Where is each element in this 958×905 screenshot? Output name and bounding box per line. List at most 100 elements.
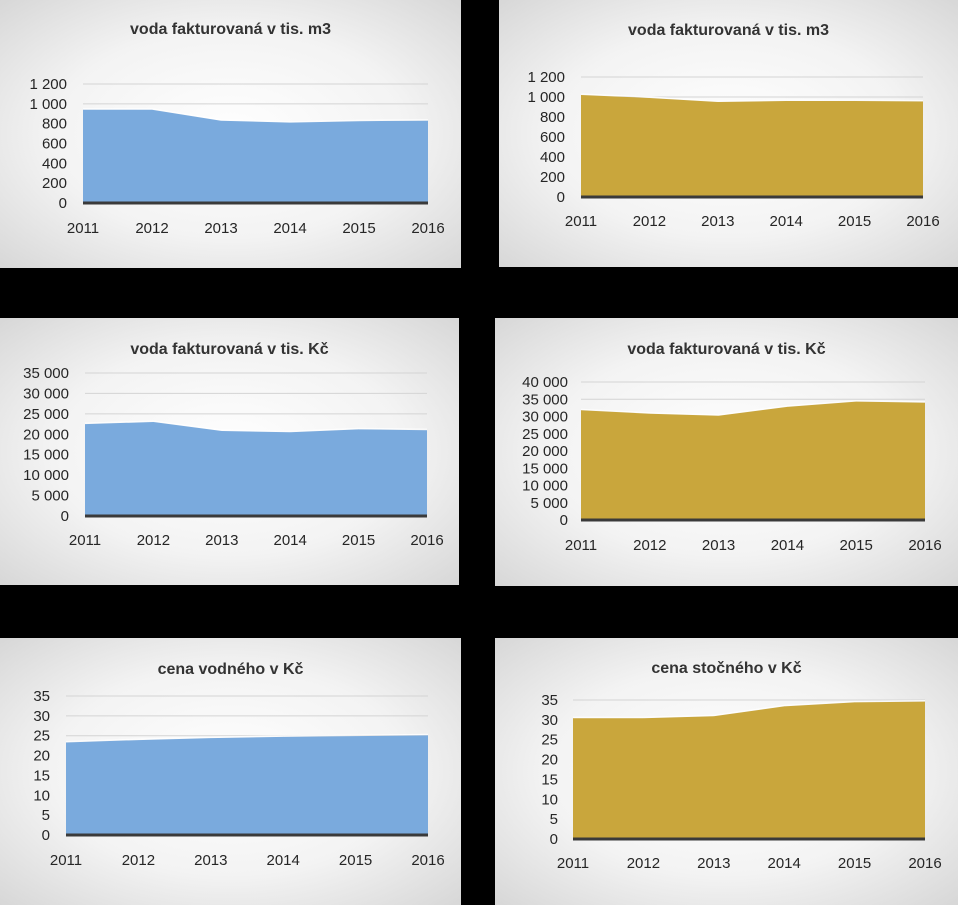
chart-title: voda fakturovaná v tis. m3 [628,22,829,39]
x-tick-label: 2016 [411,852,444,869]
y-tick-label: 15 [33,767,50,784]
chart-panel-6: cena stočného v Kč 0 5 10 15 20 25 30 35 2011 2012… [495,638,958,905]
x-tick-label: 2013 [204,220,237,237]
y-tick-label: 1 200 [527,69,565,86]
y-tick-label: 0 [42,827,50,844]
x-tick-label: 2013 [194,852,227,869]
x-tick-label: 2015 [838,213,871,230]
x-tick-label: 2013 [701,213,734,230]
x-tick-label: 2013 [702,537,735,554]
y-tick-label: 200 [42,175,67,192]
chart-svg-2: voda fakturovaná v tis. m3 0 200 400 600 800 1… [527,22,939,230]
area-edge [83,108,429,123]
y-tick-label: 1 000 [527,89,565,106]
y-tick-label: 5 000 [530,495,568,512]
chart-panel-3: voda fakturovaná v tis. Kč 0 5 000 10 000 15… [0,318,459,585]
y-tick-label: 800 [42,116,67,133]
y-tick-label: 800 [540,109,565,126]
chart-svg-3: voda fakturovaná v tis. Kč 0 5 000 10 000 15… [23,341,444,549]
x-tick-label: 2012 [135,220,168,237]
y-tick-label: 15 [541,771,558,788]
x-tick-label: 2016 [411,220,444,237]
y-tick-label: 35 [33,688,50,705]
chart-title: voda fakturovaná v tis. Kč [627,341,825,358]
y-tick-label: 20 000 [23,426,69,443]
x-tick-label: 2014 [267,852,300,869]
y-tick-label: 0 [560,512,568,529]
x-tick-label: 2014 [768,855,801,872]
x-tick-label: 2013 [205,532,238,549]
chart-svg-6: cena stočného v Kč 0 5 10 15 20 25 30 35 2011 2012… [541,660,941,872]
y-tick-label: 400 [540,149,565,166]
x-tick-label: 2016 [908,537,941,554]
y-tick-label: 600 [42,136,67,153]
x-tick-label: 2011 [565,213,597,230]
chart-panel-1: voda fakturovaná v tis. m3 0 200 400 600 800 1… [0,0,461,268]
x-tick-label: 2015 [838,855,871,872]
chart-title: cena stočného v Kč [651,660,801,677]
y-tick-label: 10 [33,787,50,804]
x-tick-label: 2013 [697,855,730,872]
area-series [573,701,925,839]
area-edge [580,93,924,102]
x-tick-label: 2011 [557,855,589,872]
y-tick-label: 25 000 [23,406,69,423]
y-tick-label: 0 [59,195,67,212]
y-tick-label: 40 000 [522,374,568,391]
x-tick-label: 2014 [274,532,307,549]
x-tick-label: 2011 [69,532,101,549]
chart-panel-5: cena vodného v Kč 0 5 10 15 20 25 30 35 2011 2012 2… [0,638,461,905]
y-tick-label: 20 [33,748,50,765]
area-series [83,109,428,203]
y-tick-label: 0 [61,508,69,525]
chart-panel-4: voda fakturovaná v tis. Kč 0 5 000 10 000 15… [495,318,958,586]
area-edge [573,699,926,718]
x-tick-label: 2014 [273,220,306,237]
y-tick-label: 15 000 [23,447,69,464]
y-tick-label: 30 000 [23,385,69,402]
y-tick-label: 15 000 [522,460,568,477]
y-tick-label: 1 200 [29,76,67,93]
y-tick-label: 30 000 [522,409,568,426]
x-tick-label: 2012 [627,855,660,872]
x-tick-label: 2016 [908,855,941,872]
x-tick-label: 2014 [770,213,803,230]
area-series [581,401,925,520]
y-tick-label: 30 [541,712,558,729]
area-series [581,95,923,197]
chart-panel-2: voda fakturovaná v tis. m3 0 200 400 600 800 1… [499,0,958,267]
x-tick-label: 2014 [771,537,804,554]
x-tick-label: 2015 [840,537,873,554]
y-tick-label: 35 000 [522,391,568,408]
y-tick-label: 35 000 [23,365,69,382]
x-tick-label: 2015 [342,220,375,237]
y-tick-label: 10 [541,791,558,808]
y-tick-label: 0 [557,189,565,206]
chart-title: cena vodného v Kč [158,661,304,678]
x-tick-label: 2012 [633,537,666,554]
y-tick-label: 1 000 [29,96,67,113]
y-tick-label: 25 [541,732,558,749]
chart-svg-1: voda fakturovaná v tis. m3 0 200 400 600 800 1… [29,21,444,237]
y-tick-label: 20 [541,752,558,769]
x-tick-label: 2011 [67,220,99,237]
x-tick-label: 2012 [633,213,666,230]
area-series [66,735,428,835]
x-tick-label: 2011 [565,537,597,554]
area-series [85,422,427,516]
x-tick-label: 2012 [137,532,170,549]
y-tick-label: 10 000 [522,478,568,495]
x-tick-label: 2016 [906,213,939,230]
y-tick-label: 5 000 [31,488,69,505]
x-tick-label: 2015 [342,532,375,549]
y-tick-label: 600 [540,129,565,146]
area-edge [580,400,926,416]
chart-title: voda fakturovaná v tis. m3 [130,21,331,38]
y-tick-label: 30 [33,708,50,725]
y-tick-label: 400 [42,155,67,172]
area-edge [84,420,428,432]
y-tick-label: 20 000 [522,443,568,460]
y-tick-label: 25 [33,728,50,745]
x-tick-label: 2016 [410,532,443,549]
